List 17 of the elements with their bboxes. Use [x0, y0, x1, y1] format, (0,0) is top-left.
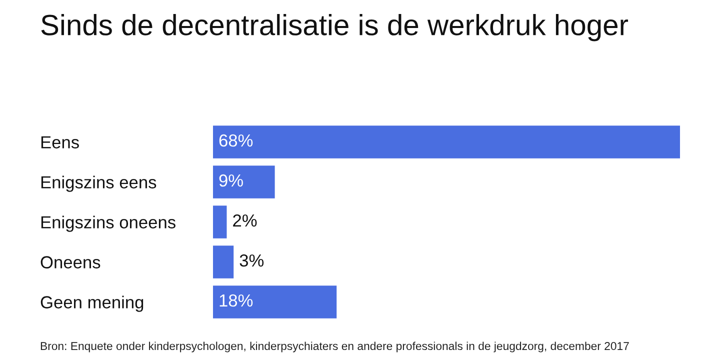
chart-title: Sinds de decentralisatie is de werkdruk hoger [41, 14, 628, 42]
data-label: 2% [233, 214, 257, 227]
y-tick-label: Enigszins eens [41, 176, 156, 192]
data-label: 18% [220, 294, 253, 307]
bar [213, 126, 680, 158]
bar [213, 246, 234, 278]
y-tick-label: Oneens [40, 256, 100, 268]
bar [213, 206, 227, 238]
text: Bron: Enquete onder kinderpsychologen, kinderpsychiaters en andere professionals in de jeugdzorg, december 2017 [40, 342, 629, 352]
bar [213, 286, 337, 318]
data-label: 3% [240, 254, 264, 267]
y-tick-label: Enigszins oneens [41, 216, 176, 232]
data-label: 68% [219, 134, 253, 147]
y-tick-label: Geen mening [40, 296, 144, 312]
y-tick-label: Eens [41, 136, 79, 148]
bar [213, 166, 275, 198]
data-label: 9% [219, 174, 243, 187]
